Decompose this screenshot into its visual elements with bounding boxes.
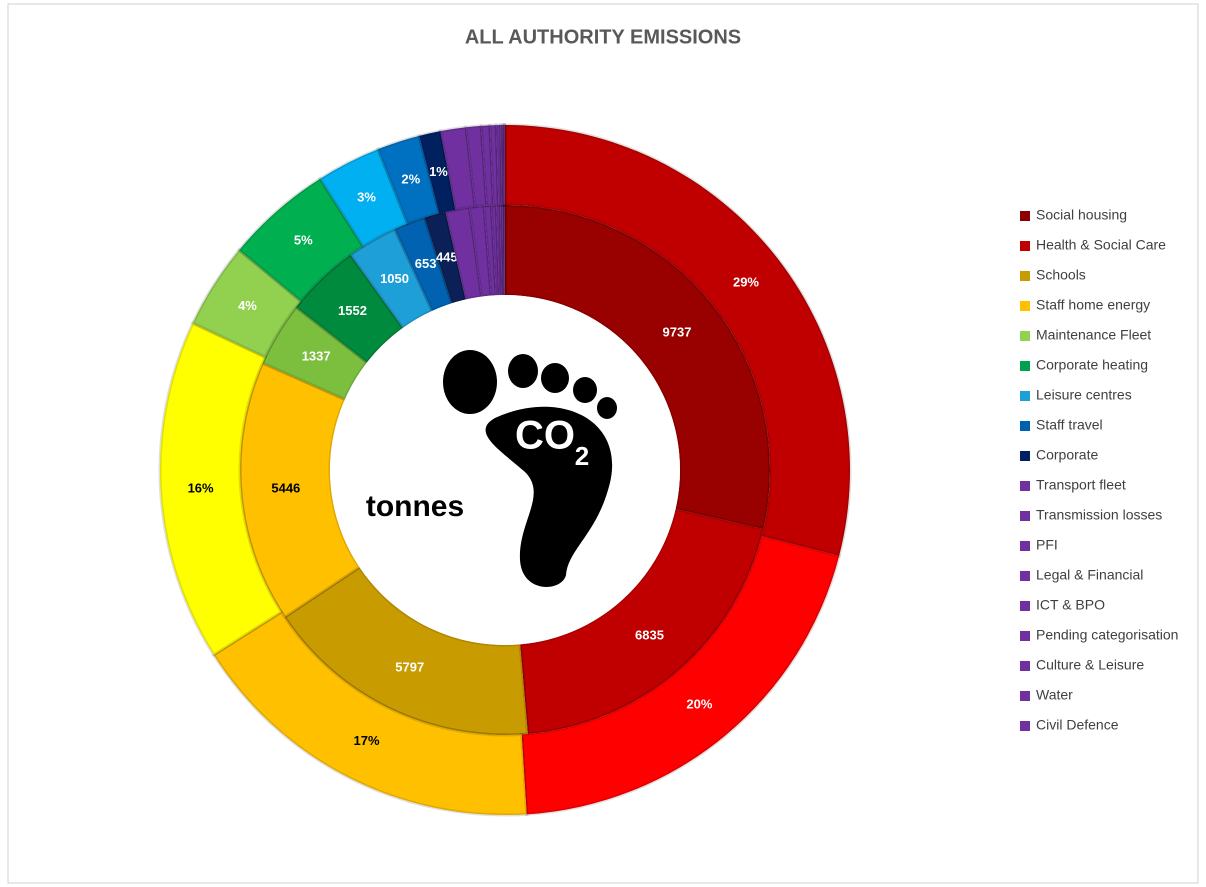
data-label: 3% [357, 190, 376, 205]
donut-slice [479, 123, 495, 208]
data-label: 16% [188, 481, 214, 496]
legend-swatch [1020, 391, 1030, 401]
data-label: 29% [733, 275, 759, 290]
donut-slice [501, 123, 506, 207]
legend-swatch [1020, 571, 1030, 581]
legend-swatch [1020, 331, 1030, 341]
data-label: 5% [294, 233, 313, 248]
data-label: 1050 [380, 271, 409, 286]
donut-slice [211, 609, 529, 817]
data-label: 17% [354, 733, 380, 748]
legend-label: Corporate [1036, 447, 1098, 463]
legend-label: Water [1036, 687, 1073, 703]
icon-subscript: 2 [575, 441, 589, 471]
data-label: 1337 [302, 349, 331, 364]
legend-label: Staff travel [1036, 417, 1103, 433]
legend-label: Civil Defence [1036, 717, 1119, 733]
donut-slice [376, 134, 441, 226]
data-label: 6835 [635, 627, 664, 642]
legend-label: Schools [1036, 267, 1086, 283]
legend-label: Transmission losses [1036, 507, 1162, 523]
footprint-icon: CO 2 [443, 350, 617, 587]
legend-swatch [1020, 601, 1030, 611]
legend-label: Culture & Leisure [1036, 657, 1144, 673]
legend-swatch [1020, 511, 1030, 521]
data-label: 653 [415, 256, 437, 271]
donut-slice [190, 247, 303, 360]
legend-swatch [1020, 241, 1030, 251]
chart-title: ALL AUTHORITY EMISSIONS [465, 26, 741, 48]
data-label: 5446 [271, 480, 300, 495]
donut-slice [494, 123, 504, 207]
legend-label: Maintenance Fleet [1036, 327, 1151, 343]
legend-swatch [1020, 631, 1030, 641]
legend-label: Legal & Financial [1036, 567, 1143, 583]
legend-swatch [1020, 541, 1030, 551]
donut-slice [503, 123, 852, 558]
center-label: tonnes [366, 490, 464, 523]
legend-swatch [1020, 301, 1030, 311]
legend-swatch [1020, 451, 1030, 461]
legend-label: Social housing [1036, 207, 1127, 223]
legend-swatch [1020, 661, 1030, 671]
data-label: 5797 [395, 660, 424, 675]
data-label: 1% [429, 164, 448, 179]
legend-swatch [1020, 691, 1030, 701]
legend-label: Staff home energy [1036, 297, 1150, 313]
legend-swatch [1020, 211, 1030, 221]
donut-slice [158, 321, 284, 657]
legend-swatch [1020, 361, 1030, 371]
legend-label: Transport fleet [1036, 477, 1126, 493]
legend-swatch [1020, 421, 1030, 431]
donut-hole [330, 295, 680, 645]
rings: 9737 6835 5797 5446 1337 1552 1050 653 445 29% 20%… [158, 123, 852, 817]
data-label: 445 [436, 249, 458, 264]
legend-swatch [1020, 271, 1030, 281]
donut-slice [488, 123, 500, 207]
legend-label: Corporate heating [1036, 357, 1148, 373]
legend-label: Health & Social Care [1036, 237, 1166, 253]
donut-slice [464, 124, 489, 209]
legend-swatch [1020, 481, 1030, 491]
data-label: 9737 [663, 324, 692, 339]
data-label: 4% [238, 298, 257, 313]
data-label: 20% [686, 696, 712, 711]
icon-text: CO [515, 414, 575, 458]
legend: Social housing Health & Social Care School… [1020, 207, 1178, 733]
legend-label: PFI [1036, 537, 1058, 553]
legend-label: ICT & BPO [1036, 597, 1105, 613]
data-label: 1552 [338, 303, 367, 318]
legend-label: Leisure centres [1036, 387, 1132, 403]
data-label: 2% [401, 171, 420, 186]
legend-label: Pending categorisation [1036, 627, 1178, 643]
donut-slice [520, 534, 841, 816]
donut-slice [417, 129, 458, 216]
legend-swatch [1020, 721, 1030, 731]
